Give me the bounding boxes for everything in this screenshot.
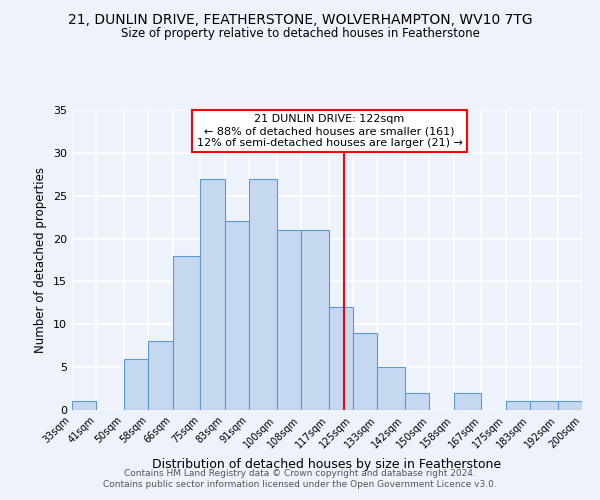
Bar bbox=[530, 402, 557, 410]
Bar bbox=[454, 393, 481, 410]
Bar bbox=[301, 230, 329, 410]
Bar bbox=[506, 402, 530, 410]
Bar bbox=[377, 367, 405, 410]
Bar bbox=[557, 402, 582, 410]
Y-axis label: Number of detached properties: Number of detached properties bbox=[34, 167, 47, 353]
Text: Size of property relative to detached houses in Featherstone: Size of property relative to detached ho… bbox=[121, 28, 479, 40]
Text: Contains public sector information licensed under the Open Government Licence v3: Contains public sector information licen… bbox=[103, 480, 497, 489]
Text: 21 DUNLIN DRIVE: 122sqm
← 88% of detached houses are smaller (161)
12% of semi-d: 21 DUNLIN DRIVE: 122sqm ← 88% of detache… bbox=[197, 114, 463, 148]
Bar bbox=[249, 178, 277, 410]
Bar bbox=[277, 230, 301, 410]
Bar bbox=[124, 358, 148, 410]
Text: 21, DUNLIN DRIVE, FEATHERSTONE, WOLVERHAMPTON, WV10 7TG: 21, DUNLIN DRIVE, FEATHERSTONE, WOLVERHA… bbox=[68, 12, 532, 26]
Bar bbox=[405, 393, 430, 410]
Bar bbox=[72, 402, 97, 410]
X-axis label: Distribution of detached houses by size in Featherstone: Distribution of detached houses by size … bbox=[152, 458, 502, 471]
Bar bbox=[353, 333, 377, 410]
Bar bbox=[173, 256, 200, 410]
Bar bbox=[148, 342, 173, 410]
Bar bbox=[224, 222, 249, 410]
Bar bbox=[200, 178, 224, 410]
Bar bbox=[329, 307, 353, 410]
Text: Contains HM Land Registry data © Crown copyright and database right 2024.: Contains HM Land Registry data © Crown c… bbox=[124, 468, 476, 477]
